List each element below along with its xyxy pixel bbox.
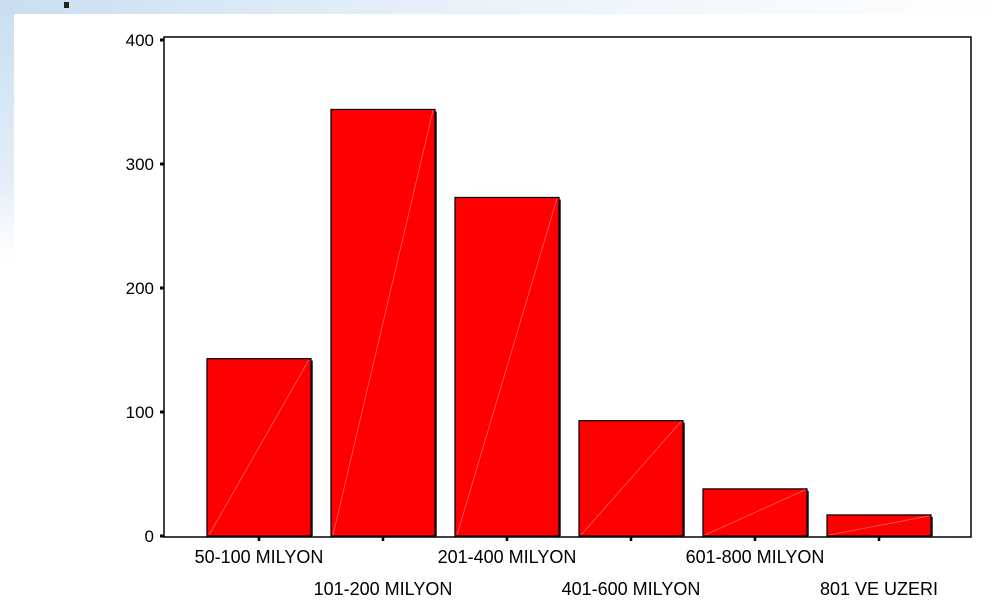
y-tick-label: 200 bbox=[126, 279, 154, 298]
x-tick-label: 50-100 MILYON bbox=[195, 547, 324, 567]
x-tick-label: 801 VE UZERI bbox=[820, 579, 938, 599]
bar-highlight bbox=[332, 110, 434, 536]
y-axis: 0 100 200 300 400 bbox=[126, 31, 164, 546]
bar-highlight bbox=[456, 198, 558, 536]
y-tick-label: 400 bbox=[126, 31, 154, 50]
bar-highlight bbox=[828, 515, 930, 536]
y-tick-label: 0 bbox=[145, 527, 154, 546]
bars-group bbox=[206, 108, 933, 537]
bar-highlight bbox=[580, 421, 682, 536]
x-tick-label: 401-600 MILYON bbox=[562, 579, 701, 599]
x-tick-label: 201-400 MILYON bbox=[438, 547, 577, 567]
y-tick-label: 300 bbox=[126, 155, 154, 174]
x-tick-label: 601-800 MILYON bbox=[686, 547, 825, 567]
background-accent-left bbox=[0, 0, 14, 260]
background-accent-top bbox=[0, 0, 997, 14]
background-marker bbox=[64, 2, 69, 8]
bar-highlight bbox=[704, 489, 806, 536]
bar-highlight bbox=[208, 359, 310, 536]
y-tick-label: 100 bbox=[126, 403, 154, 422]
x-axis: 50-100 MILYON 101-200 MILYON 201-400 MILYO… bbox=[195, 537, 938, 599]
x-tick-label: 101-200 MILYON bbox=[314, 579, 453, 599]
